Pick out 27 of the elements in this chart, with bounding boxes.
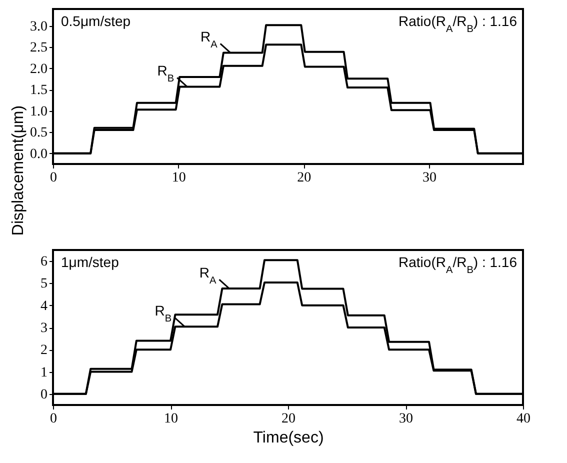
y-tick-label: 0 xyxy=(40,387,48,402)
annotation: 1μm/step xyxy=(61,254,120,270)
x-tick-label: 40 xyxy=(516,412,530,426)
y-tick-label: 0.5 xyxy=(30,126,48,141)
y-tick-label: 4 xyxy=(40,298,48,314)
y-tick-label: 2.5 xyxy=(30,40,48,56)
x-tick-label: 10 xyxy=(164,412,178,426)
x-axis-title: Time(sec) xyxy=(253,430,324,446)
x-tick-label: 20 xyxy=(282,412,296,426)
y-tick-label: 2 xyxy=(40,343,48,358)
y-tick-label: 1 xyxy=(40,365,48,380)
annotation: 0.5μm/step xyxy=(61,13,131,29)
x-tick-label: 30 xyxy=(399,412,413,426)
y-tick-label: 3.0 xyxy=(30,19,48,34)
y-tick-label: 6 xyxy=(40,254,48,270)
y-axis-title: Displacement(μm) xyxy=(10,105,27,236)
y-tick-label: 1.0 xyxy=(30,104,48,120)
y-tick-label: 3 xyxy=(40,321,48,336)
y-tick-label: 1.5 xyxy=(30,83,48,98)
x-tick-label: 0 xyxy=(50,170,57,186)
y-tick-label: 5 xyxy=(40,276,48,292)
x-tick-label: 30 xyxy=(422,170,436,186)
x-tick-label: 10 xyxy=(172,170,186,186)
x-tick-label: 20 xyxy=(297,170,312,186)
y-tick-label: 2.0 xyxy=(30,62,48,77)
x-tick-label: 0 xyxy=(50,412,57,426)
y-tick-label: 0.0 xyxy=(30,146,48,162)
